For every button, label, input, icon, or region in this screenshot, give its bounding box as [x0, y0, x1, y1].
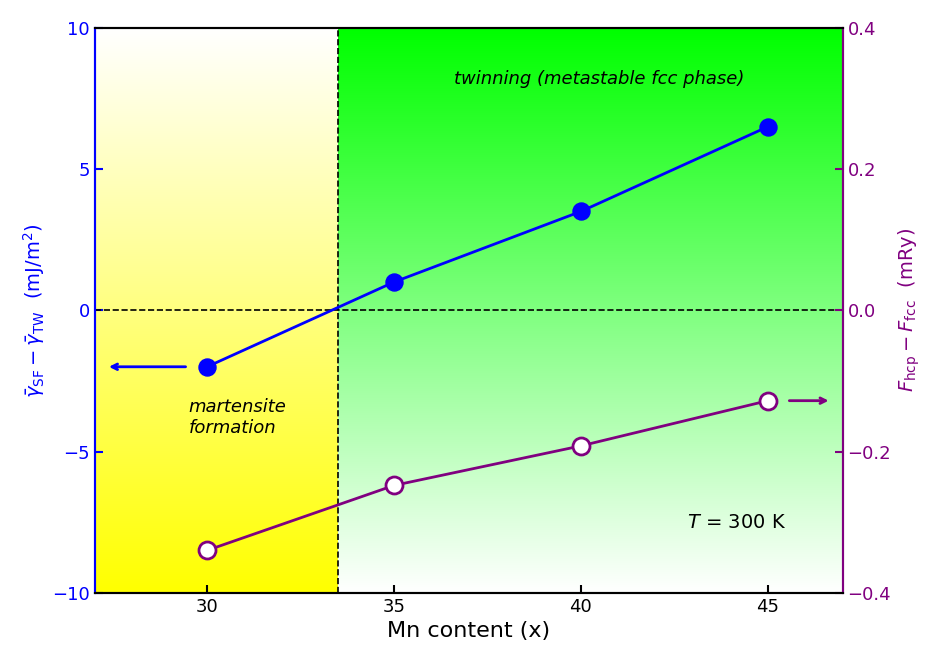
Text: twinning (metastable fcc phase): twinning (metastable fcc phase)	[455, 70, 745, 88]
Point	[573, 441, 588, 451]
Point	[200, 545, 215, 555]
Point	[573, 206, 588, 216]
Point	[760, 121, 775, 132]
Point	[760, 395, 775, 406]
Point	[200, 361, 215, 372]
X-axis label: Mn content (x): Mn content (x)	[388, 621, 551, 641]
Text: martensite
formation: martensite formation	[189, 399, 287, 437]
Point	[387, 480, 402, 491]
Point	[387, 277, 402, 287]
Text: $T$ = 300 K: $T$ = 300 K	[687, 512, 786, 532]
Y-axis label: $\bar{\gamma}_{\mathrm{SF}} - \bar{\gamma}_{\mathrm{TW}}$  (mJ/m$^2$): $\bar{\gamma}_{\mathrm{SF}} - \bar{\gamm…	[21, 223, 47, 398]
Y-axis label: $F_{\mathrm{hcp}} - F_{\mathrm{fcc}}$  (mRy): $F_{\mathrm{hcp}} - F_{\mathrm{fcc}}$ (m…	[897, 228, 922, 393]
